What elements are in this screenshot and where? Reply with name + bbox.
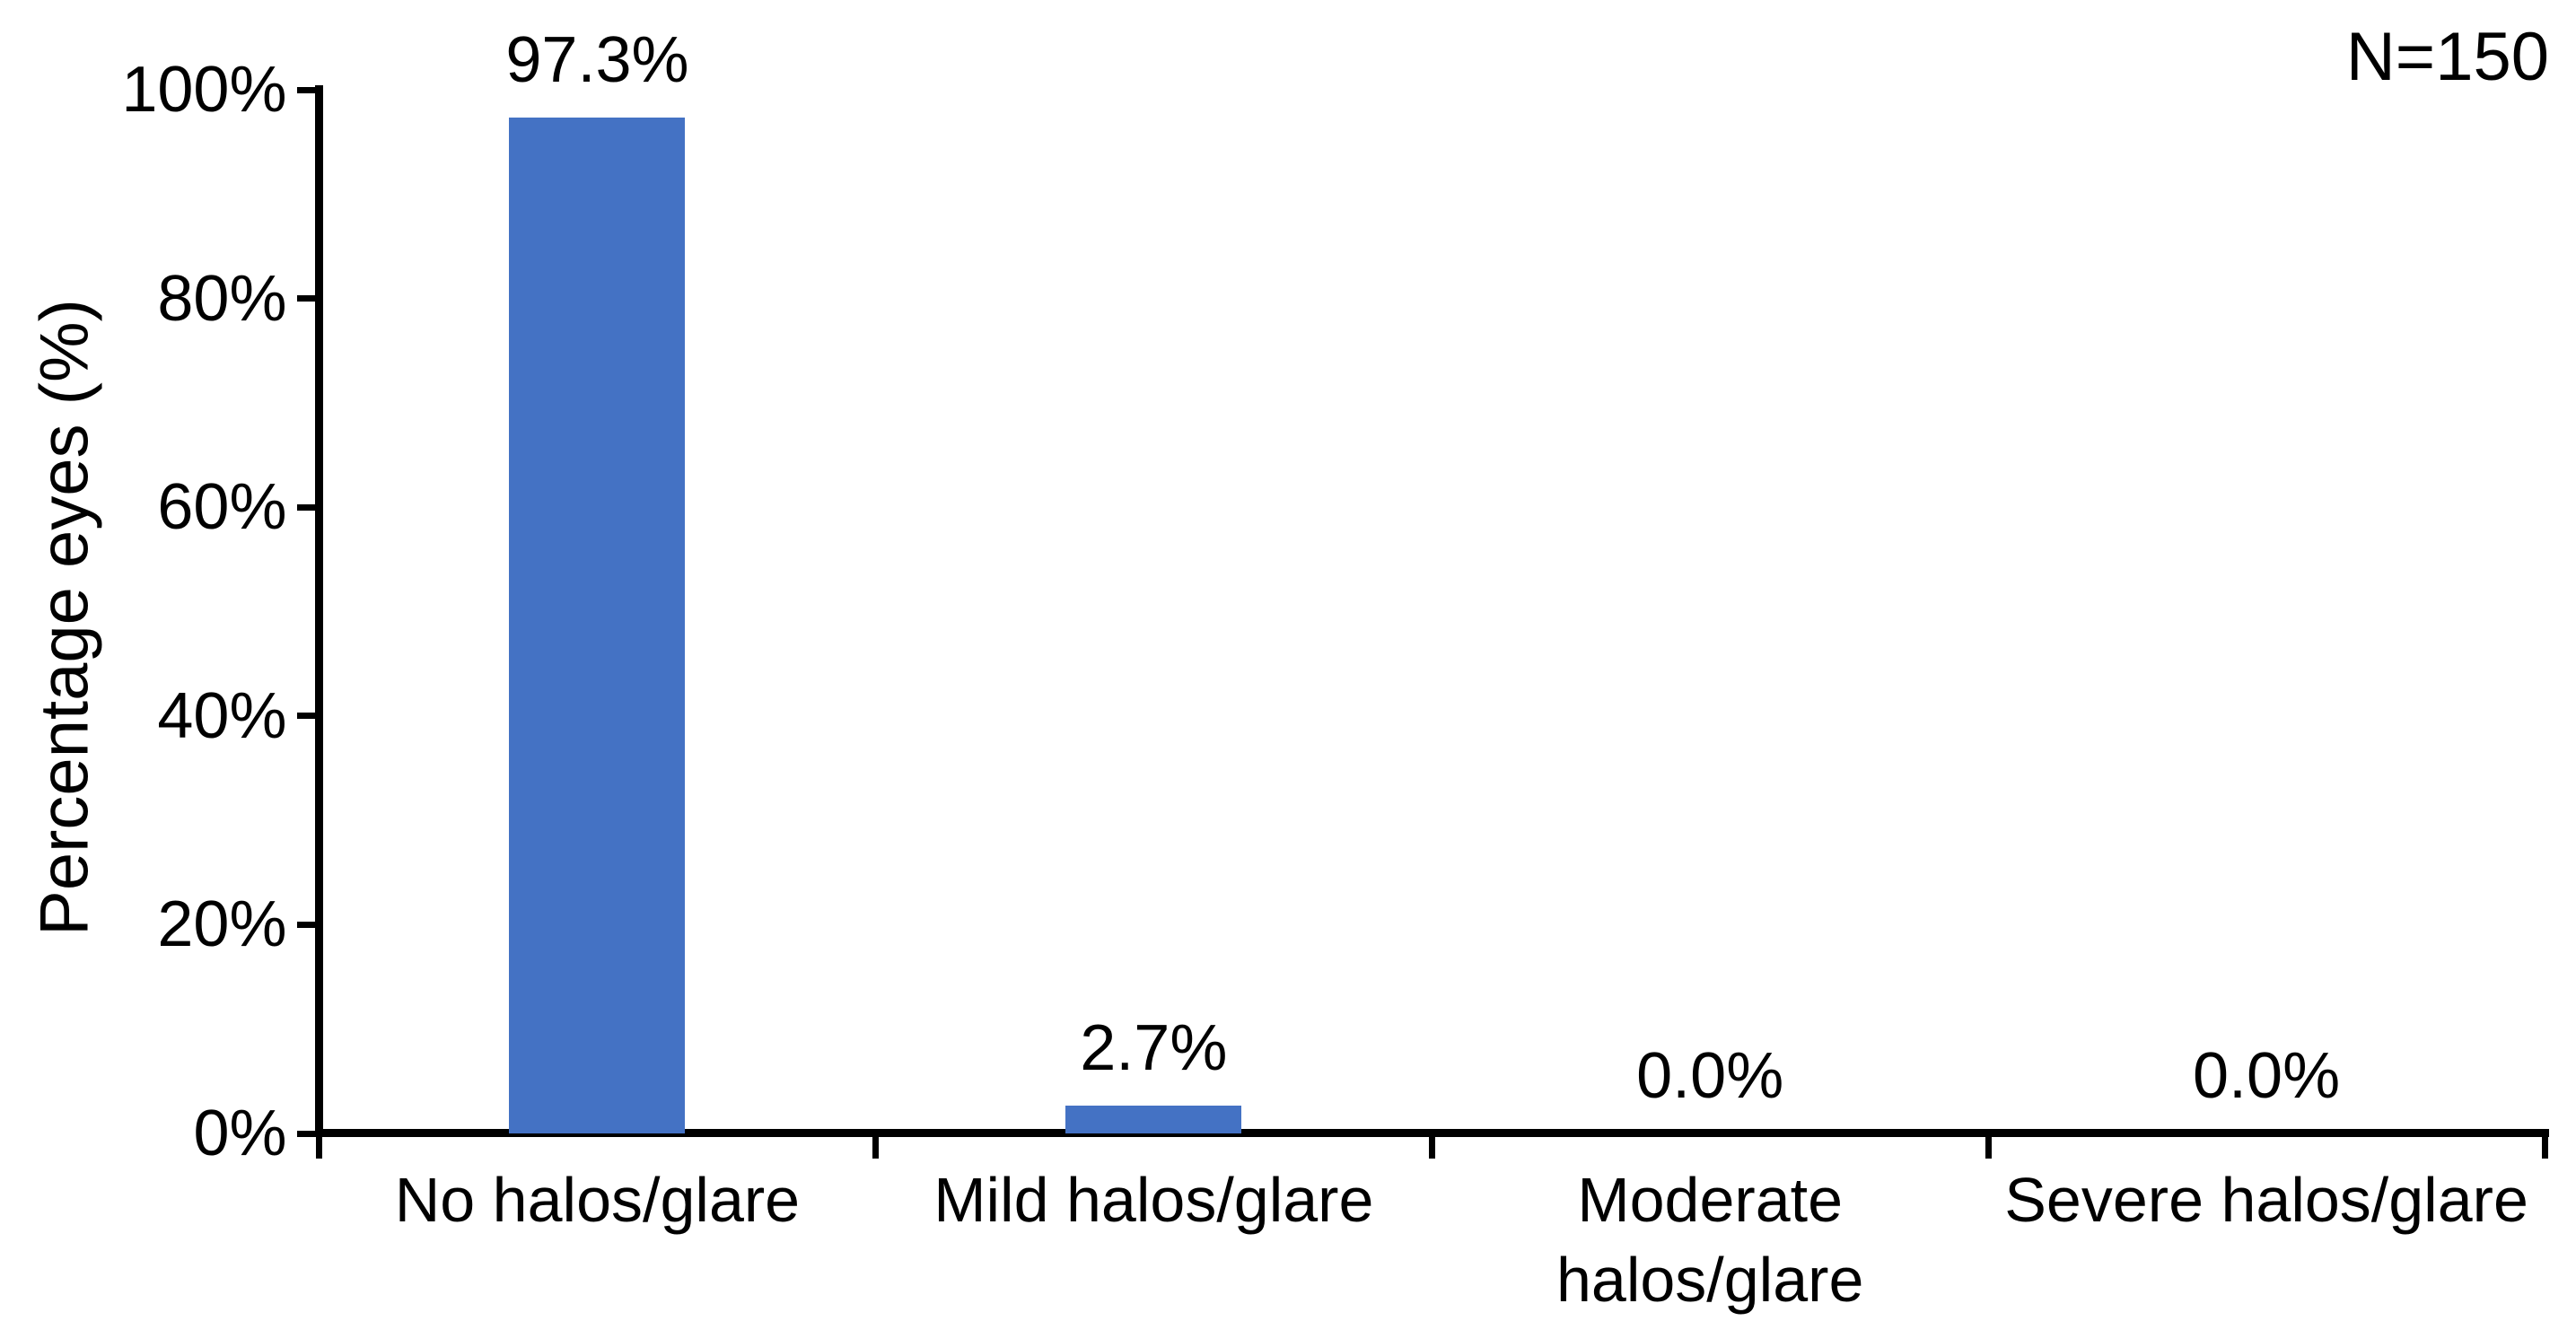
x-axis-category-label: Severe halos/glare: [2004, 1165, 2528, 1235]
y-axis-line: [315, 85, 323, 1137]
bar: [509, 118, 686, 1133]
x-axis-tick: [316, 1137, 322, 1159]
y-axis-tick-label: 60%: [157, 471, 287, 544]
y-axis-title: Percentage eyes (%): [26, 299, 103, 936]
bar-value-label: 2.7%: [1080, 1011, 1228, 1084]
x-axis-tick: [2541, 1137, 2548, 1159]
y-axis-tick-label: 80%: [157, 262, 287, 335]
y-axis-tick: [297, 503, 317, 511]
sample-size-label: N=150: [2345, 19, 2549, 95]
x-axis-category-label: Mild halos/glare: [933, 1165, 1374, 1235]
y-axis-tick: [297, 713, 317, 720]
x-axis-category-label: Moderate halos/glare: [1555, 1165, 1864, 1315]
y-axis-tick-label: 100%: [121, 54, 287, 126]
y-axis-tick: [297, 295, 317, 302]
bar-value-label: 97.3%: [505, 24, 689, 97]
y-axis-tick-label: 20%: [157, 888, 287, 961]
bar: [1065, 1105, 1242, 1133]
bar-value-label: 0.0%: [2193, 1040, 2341, 1112]
bar-value-label: 0.0%: [1636, 1040, 1784, 1112]
x-axis-tick: [1428, 1137, 1435, 1159]
x-axis-category-label: No halos/glare: [394, 1165, 801, 1235]
x-axis-tick: [872, 1137, 879, 1159]
y-axis-tick-label: 0%: [193, 1098, 287, 1169]
x-axis-line: [315, 1129, 2549, 1137]
y-axis-tick: [297, 1130, 317, 1137]
y-axis-tick-label: 40%: [157, 679, 287, 752]
y-axis-tick: [297, 921, 317, 928]
y-axis-tick: [297, 86, 317, 93]
x-axis-tick: [1985, 1137, 1992, 1159]
